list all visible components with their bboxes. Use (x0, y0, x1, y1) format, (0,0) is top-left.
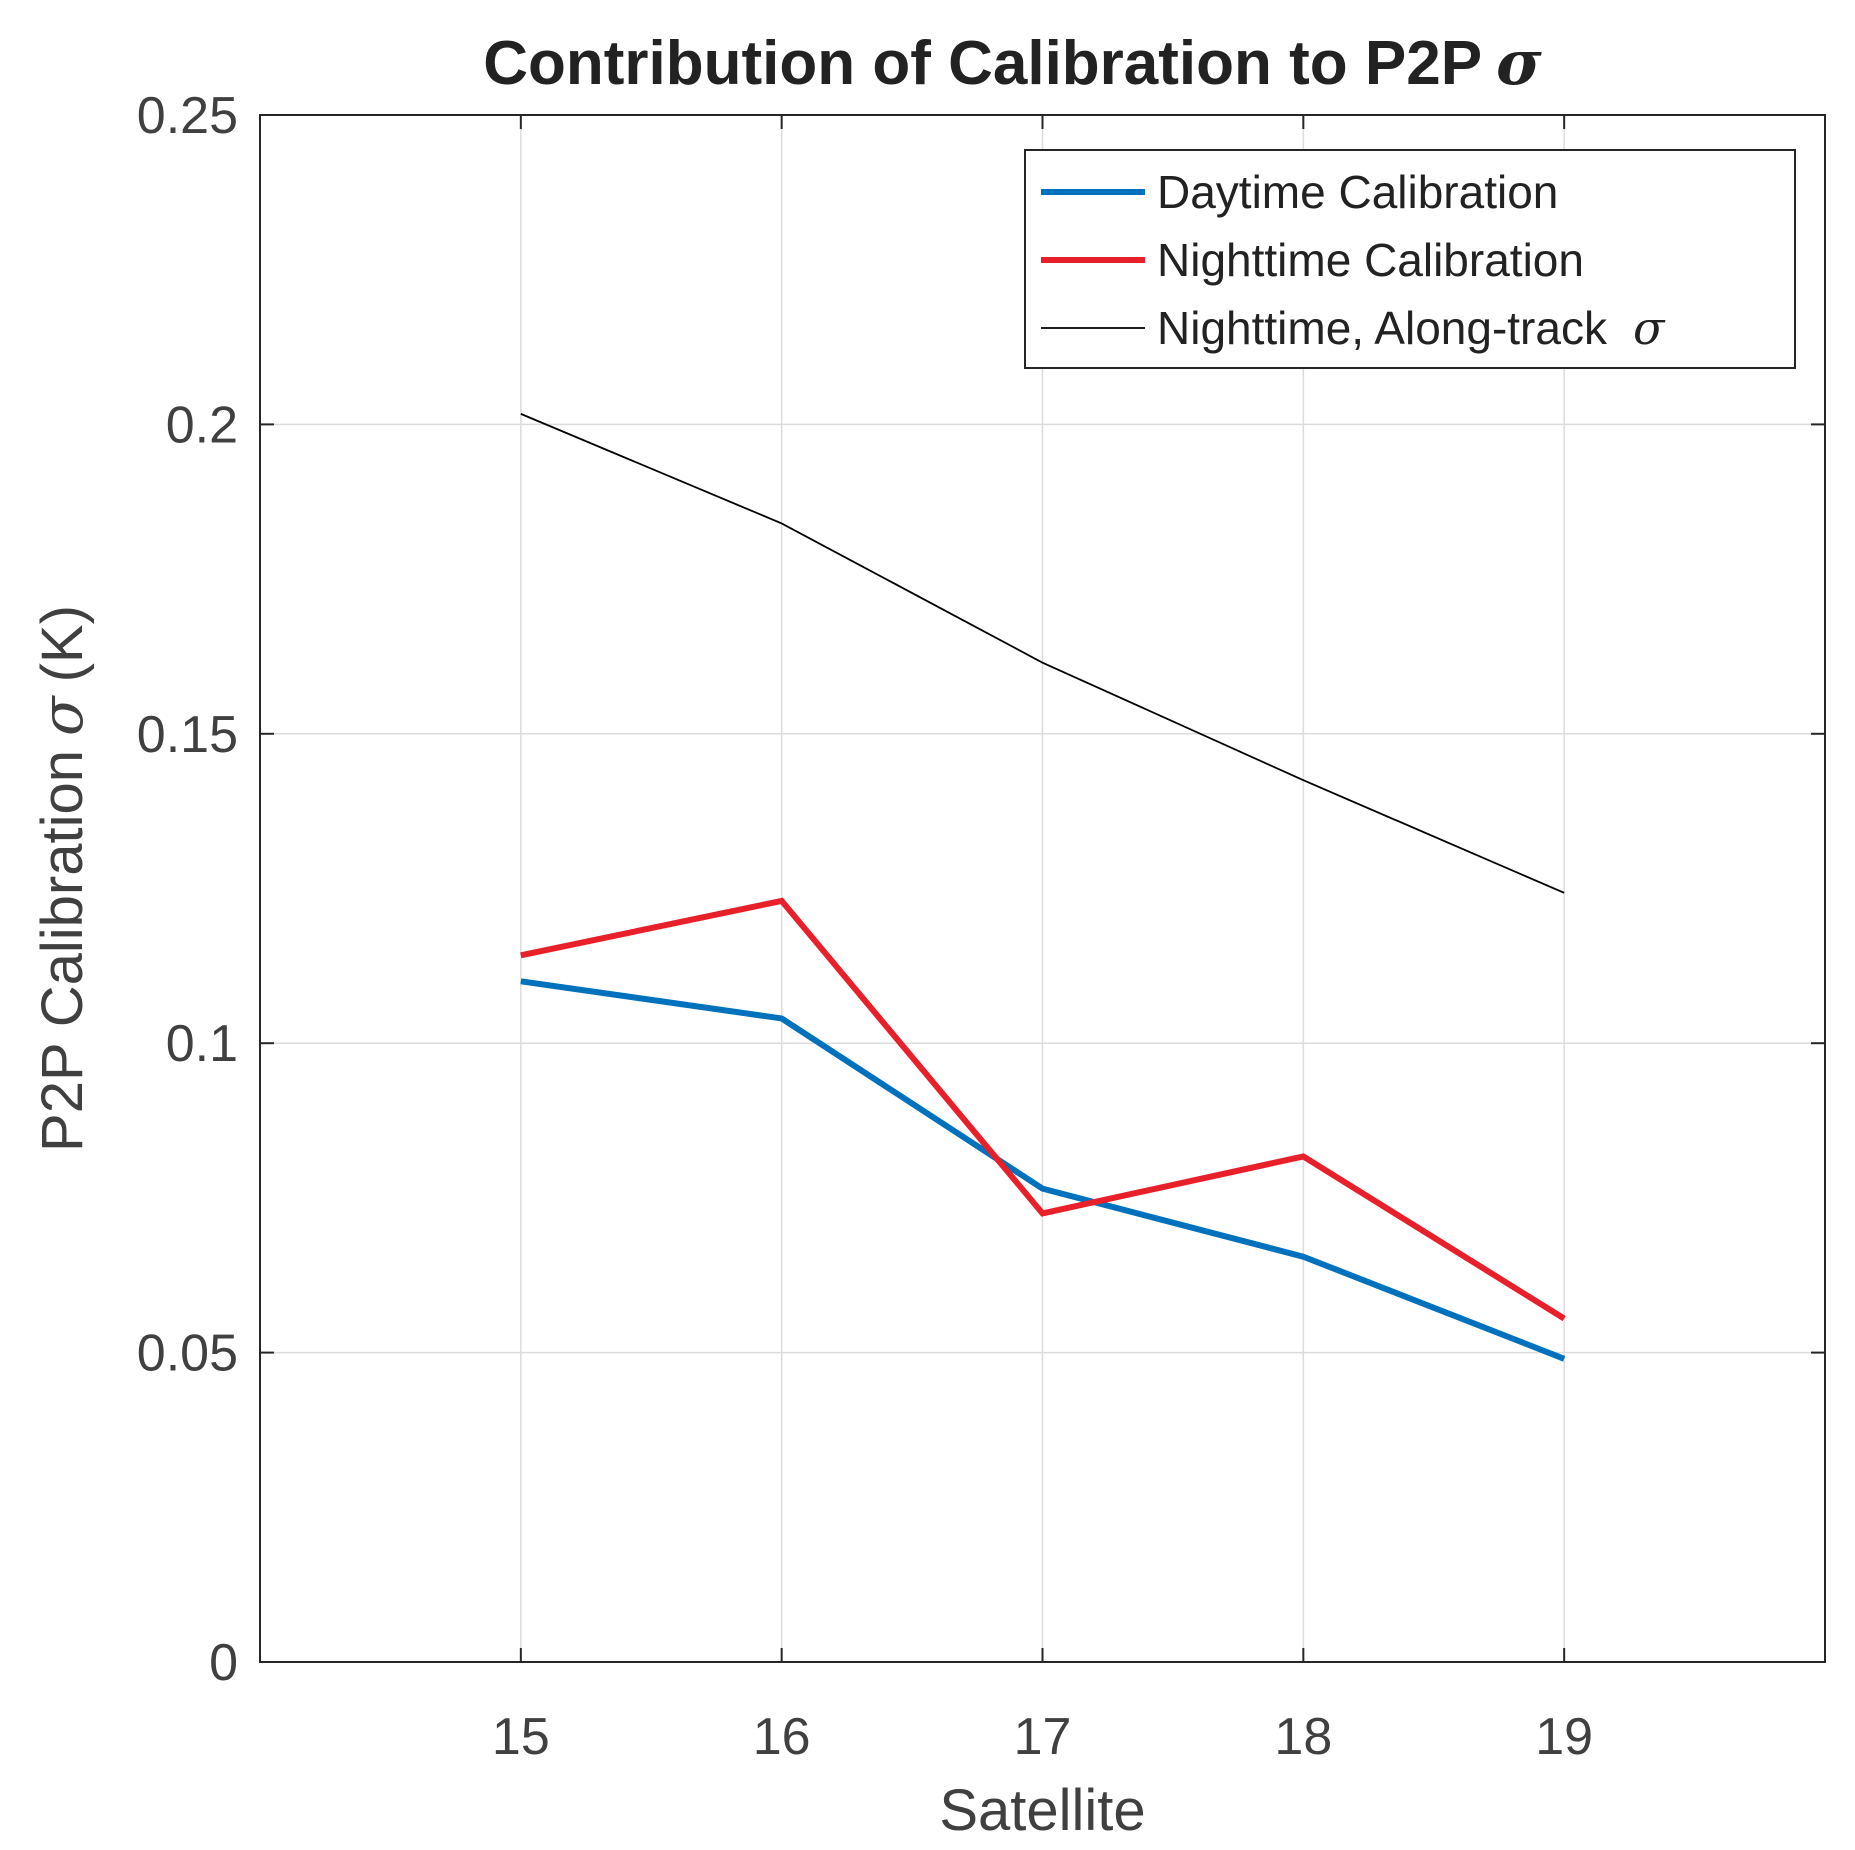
legend-label-sigma-symbol: σ (1633, 301, 1666, 355)
legend-label-nighttime-along-track: Nighttime, Along-track σ (1157, 301, 1666, 355)
y-tick-label: 0.2 (166, 396, 238, 454)
chart-title: Contribution of Calibration to P2P σ (483, 26, 1542, 99)
y-tick-label: 0.1 (166, 1015, 238, 1073)
x-tick-label: 16 (753, 1708, 811, 1766)
y-axis-label: P2P Calibration σ (K) (28, 605, 96, 1152)
y-axis-label-unit: (K) (30, 605, 95, 682)
axis-tick-labels: 0 0.05 0.1 0.15 0.2 0.25 15 16 17 18 19 (137, 87, 1593, 1766)
y-tick-label: 0 (209, 1634, 238, 1692)
x-tick-label: 17 (1014, 1708, 1072, 1766)
legend-box (1024, 149, 1796, 369)
chart-title-sigma-symbol: σ (1496, 26, 1542, 99)
y-tick-label: 0.25 (137, 87, 238, 145)
x-tick-label: 15 (492, 1708, 550, 1766)
x-tick-label: 18 (1274, 1708, 1332, 1766)
series-lines (520, 413, 1566, 1362)
grid-lines (260, 115, 1825, 1662)
chart-title-text: Contribution of Calibration to P2P (483, 29, 1482, 98)
axis-ticks (260, 114, 1825, 1663)
legend: Daytime Calibration Nighttime Calibratio… (1024, 149, 1796, 369)
y-axis-label-sigma-symbol: σ (28, 695, 96, 736)
x-axis-label: Satellite (939, 1778, 1145, 1843)
legend-label-daytime-calibration: Daytime Calibration (1157, 166, 1558, 218)
x-tick-label: 19 (1535, 1708, 1593, 1766)
y-tick-label: 0.15 (137, 706, 238, 764)
legend-label-nighttime-calibration: Nighttime Calibration (1157, 234, 1584, 286)
legend-label-nighttime-along-track-text: Nighttime, Along-track (1157, 302, 1608, 354)
y-tick-label: 0.05 (137, 1325, 238, 1383)
y-axis-label-text: P2P Calibration (30, 750, 95, 1152)
